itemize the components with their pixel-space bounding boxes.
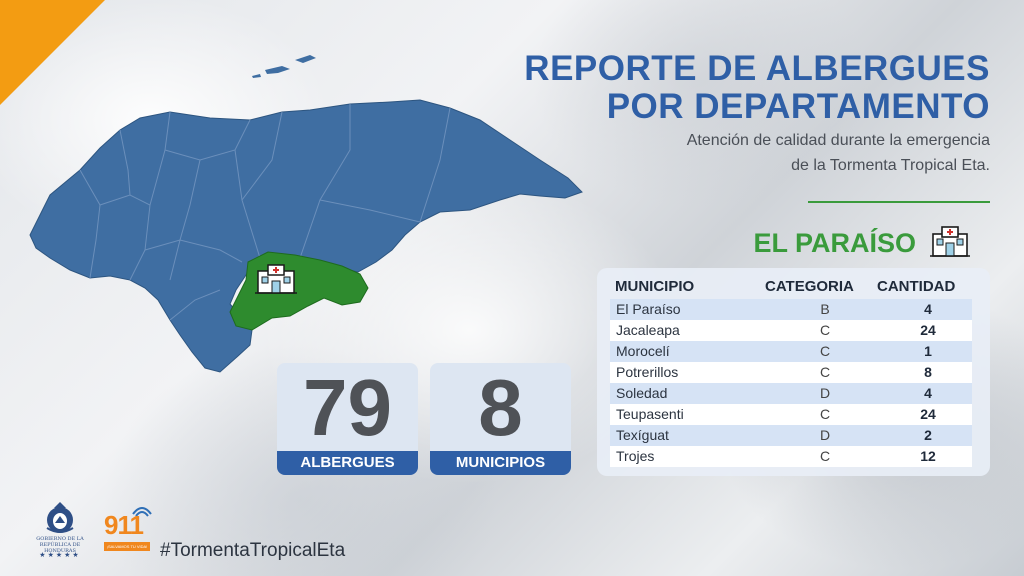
hospital-icon (255, 264, 297, 294)
stat-albergues-label: ALBERGUES (277, 451, 418, 475)
table-header: MUNICIPIO CATEGORIA CANTIDAD (615, 278, 972, 296)
cell-cantidad: 4 (924, 385, 932, 401)
table-row: Jacaleapa C 24 (610, 320, 972, 341)
cell-municipio: Trojes (616, 448, 655, 464)
government-name: GOBIERNO DE LA REPÚBLICA DE HONDURAS (24, 536, 96, 554)
cell-municipio: Teupasenti (616, 406, 684, 422)
table-row: Trojes C 12 (610, 446, 972, 467)
table-row: Teupasenti C 24 (610, 404, 972, 425)
stat-albergues-value: 79 (303, 363, 392, 452)
title-line-2: POR DEPARTAMENTO (606, 87, 990, 126)
table-row: Soledad D 4 (610, 383, 972, 404)
title-line-1: REPORTE DE ALBERGUES (524, 49, 990, 88)
cell-cantidad: 24 (920, 406, 936, 422)
table-body: El Paraíso B 4 Jacaleapa C 24 Morocelí C… (610, 299, 972, 467)
cell-cantidad: 8 (924, 364, 932, 380)
cell-cantidad: 2 (924, 427, 932, 443)
stat-municipios-value: 8 (478, 363, 523, 452)
table-row: Potrerillos C 8 (610, 362, 972, 383)
cell-categoria: D (819, 385, 831, 401)
subtitle-line-2: de la Tormenta Tropical Eta. (791, 157, 990, 174)
logo-911-text: 911 (104, 510, 144, 540)
stat-albergues: 79 ALBERGUES (277, 363, 418, 475)
cell-categoria: C (819, 448, 831, 464)
table-row: El Paraíso B 4 (610, 299, 972, 320)
stars-icon: ★★★★★ (39, 551, 81, 559)
stat-municipios: 8 MUNICIPIOS (430, 363, 571, 475)
page-title: REPORTE DE ALBERGUES POR DEPARTAMENTO (524, 50, 990, 126)
stat-box (430, 363, 571, 453)
signal-waves-icon (132, 507, 152, 517)
honduras-map (29, 55, 583, 373)
cell-categoria: C (819, 322, 831, 338)
municipio-table: MUNICIPIO CATEGORIA CANTIDAD El Paraíso … (597, 268, 990, 476)
bay-island-utila (252, 74, 261, 78)
divider (808, 201, 990, 203)
cell-categoria: C (819, 406, 831, 422)
subtitle-line-1: Atención de calidad durante la emergenci… (686, 132, 990, 149)
cell-categoria: C (819, 343, 831, 359)
government-name-line-2: REPÚBLICA DE HONDURAS (39, 542, 81, 554)
logo-911: 911 ¡SALVAMOS TU VIDA! (104, 504, 160, 560)
cell-categoria: B (820, 301, 830, 317)
cell-cantidad: 1 (924, 343, 932, 359)
bay-island-guanaja (295, 55, 316, 63)
cell-categoria: D (819, 427, 831, 443)
stat-box (277, 363, 418, 453)
header-municipio: MUNICIPIO (615, 278, 695, 295)
hashtag: #TormentaTropicalEta (160, 540, 346, 561)
table-row: Morocelí C 1 (610, 341, 972, 362)
cell-cantidad: 12 (920, 448, 936, 464)
header-categoria: CATEGORIA (765, 278, 854, 295)
department-name: EL PARAÍSO (753, 228, 916, 258)
cell-municipio: Morocelí (616, 343, 670, 359)
table-row: Texíguat D 2 (610, 425, 972, 446)
government-logo: GOBIERNO DE LA REPÚBLICA DE HONDURAS ★★★… (24, 502, 96, 560)
cell-cantidad: 4 (924, 301, 932, 317)
cell-categoria: C (819, 364, 831, 380)
hospital-icon (930, 226, 970, 257)
coat-of-arms-icon (46, 502, 74, 533)
cell-municipio: El Paraíso (616, 301, 681, 317)
subtitle: Atención de calidad durante la emergenci… (570, 128, 990, 178)
cell-cantidad: 24 (920, 322, 936, 338)
corner-accent (0, 0, 105, 105)
stat-municipios-label: MUNICIPIOS (430, 451, 571, 475)
header-cantidad: CANTIDAD (877, 278, 956, 295)
bay-island-roatan (265, 66, 290, 74)
logo-911-tagline: ¡SALVAMOS TU VIDA! (104, 542, 150, 551)
footer-logos: GOBIERNO DE LA REPÚBLICA DE HONDURAS ★★★… (24, 500, 154, 562)
cell-municipio: Soledad (616, 385, 668, 401)
cell-municipio: Jacaleapa (616, 322, 680, 338)
cell-municipio: Potrerillos (616, 364, 679, 380)
cell-municipio: Texíguat (616, 427, 669, 443)
government-name-line-1: GOBIERNO DE LA (36, 536, 84, 542)
